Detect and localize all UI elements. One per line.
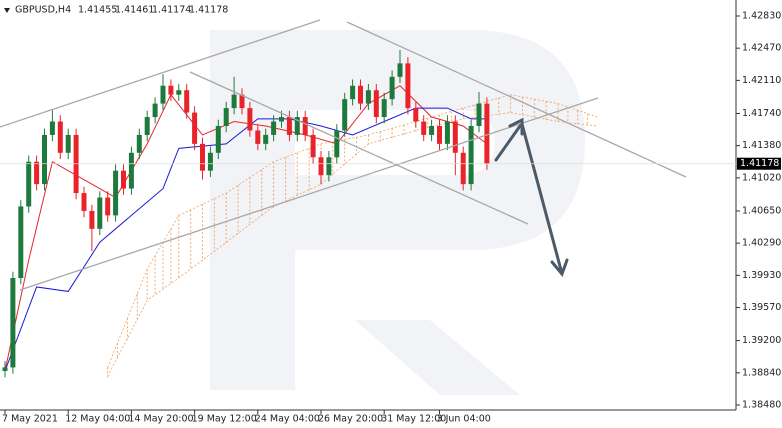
candle-body bbox=[294, 117, 300, 135]
last-price-tag bbox=[737, 157, 781, 170]
y-tick-label: 1.42830 bbox=[742, 10, 781, 21]
candle-body bbox=[89, 210, 95, 229]
candle-body bbox=[358, 85, 363, 104]
x-tick-label: 3 Jun 04:00 bbox=[437, 414, 491, 425]
candle-body bbox=[405, 63, 411, 109]
y-tick-label: 1.39570 bbox=[742, 302, 781, 313]
candle-body bbox=[49, 121, 55, 135]
candle-body bbox=[429, 125, 435, 135]
candle-body bbox=[437, 125, 442, 144]
header-high: 1.41461 bbox=[115, 5, 154, 16]
candle-body bbox=[192, 112, 198, 144]
candle-body bbox=[286, 117, 292, 135]
candle-body bbox=[65, 134, 71, 153]
candle-body bbox=[279, 117, 284, 122]
y-tick-label: 1.41020 bbox=[742, 172, 781, 183]
menu-triangle[interactable] bbox=[4, 8, 10, 13]
candle-body bbox=[200, 143, 205, 171]
candle-body bbox=[318, 157, 324, 176]
candle-body bbox=[42, 134, 47, 185]
candle-body bbox=[105, 197, 111, 216]
candle-body bbox=[215, 125, 221, 153]
y-tick-label: 1.39200 bbox=[742, 335, 781, 346]
watermark bbox=[210, 30, 585, 395]
candle-body bbox=[255, 130, 261, 144]
candle-body bbox=[231, 94, 237, 109]
candle-body bbox=[310, 134, 316, 158]
candle-body bbox=[2, 367, 8, 372]
x-tick-label: 19 May 12:00 bbox=[192, 414, 257, 425]
candle-body bbox=[381, 99, 387, 118]
candle-body bbox=[247, 108, 253, 131]
cloud-edge bbox=[107, 94, 598, 368]
x-tick-label: 14 May 20:00 bbox=[128, 414, 193, 425]
candle-body bbox=[57, 121, 63, 153]
y-tick-label: 1.41380 bbox=[742, 140, 781, 151]
candle-body bbox=[302, 117, 308, 135]
candle-body bbox=[239, 94, 245, 109]
candle-body bbox=[223, 108, 229, 126]
header-low: 1.41174 bbox=[152, 5, 191, 16]
candle-body bbox=[18, 206, 24, 279]
last-price-label: 1.41178 bbox=[740, 158, 779, 169]
candle-body bbox=[81, 193, 87, 211]
candle-body bbox=[263, 134, 269, 144]
candle-body bbox=[413, 108, 419, 122]
candle-body bbox=[452, 121, 458, 153]
y-tick-label: 1.42470 bbox=[742, 43, 781, 54]
candle-body bbox=[26, 161, 32, 207]
x-tick-label: 7 May 2021 bbox=[2, 414, 58, 425]
header-open: 1.41455 bbox=[78, 5, 117, 16]
candle-body bbox=[460, 152, 466, 185]
y-tick-label: 1.38840 bbox=[742, 367, 781, 378]
candle-body bbox=[271, 121, 277, 135]
forecast-arrows bbox=[494, 117, 569, 277]
indicator-line bbox=[4, 107, 487, 372]
candle-body bbox=[373, 90, 379, 118]
candle-body bbox=[144, 117, 150, 135]
y-tick-label: 1.41740 bbox=[742, 108, 781, 119]
y-tick-label: 1.40290 bbox=[742, 238, 781, 249]
plot-frame bbox=[0, 0, 737, 411]
x-tick-label: 12 May 04:00 bbox=[65, 414, 130, 425]
candle-body bbox=[476, 103, 482, 126]
candle-body bbox=[97, 197, 103, 229]
y-tick-label: 1.39930 bbox=[742, 270, 781, 281]
cloud-edge bbox=[107, 112, 598, 377]
candle-body bbox=[350, 85, 356, 100]
candle-body bbox=[365, 90, 371, 104]
candle-body bbox=[128, 152, 134, 189]
candle-body bbox=[152, 103, 158, 118]
x-tick-label: 31 May 12:00 bbox=[381, 414, 446, 425]
x-tick-label: 26 May 20:00 bbox=[318, 414, 383, 425]
candle-body bbox=[484, 103, 490, 164]
candle-body bbox=[397, 63, 403, 77]
candle-body bbox=[10, 278, 16, 368]
symbol: GBPUSD,H4 bbox=[15, 5, 71, 16]
trend-lines bbox=[0, 19, 687, 291]
candle-body bbox=[34, 161, 40, 185]
candle-body bbox=[168, 85, 174, 95]
candle-body bbox=[136, 134, 142, 153]
candle-body bbox=[121, 170, 126, 189]
candle-body bbox=[389, 76, 395, 100]
candle-body bbox=[176, 90, 182, 95]
indicator-line bbox=[4, 85, 488, 372]
candle-body bbox=[468, 125, 474, 185]
y-tick-label: 1.38480 bbox=[742, 399, 781, 410]
candle-body bbox=[444, 121, 450, 144]
y-tick-label: 1.42110 bbox=[742, 75, 781, 86]
candle-body bbox=[334, 130, 340, 158]
candle-body bbox=[160, 85, 166, 104]
y-tick-label: 1.40650 bbox=[742, 205, 781, 216]
candle-body bbox=[342, 99, 348, 131]
candle-body bbox=[421, 121, 427, 135]
x-tick-label: 24 May 04:00 bbox=[255, 414, 320, 425]
candle-body bbox=[207, 152, 213, 171]
candle-body bbox=[113, 170, 119, 216]
candle-body bbox=[184, 90, 190, 113]
header-close: 1.41178 bbox=[189, 5, 228, 16]
candle-body bbox=[326, 157, 332, 176]
